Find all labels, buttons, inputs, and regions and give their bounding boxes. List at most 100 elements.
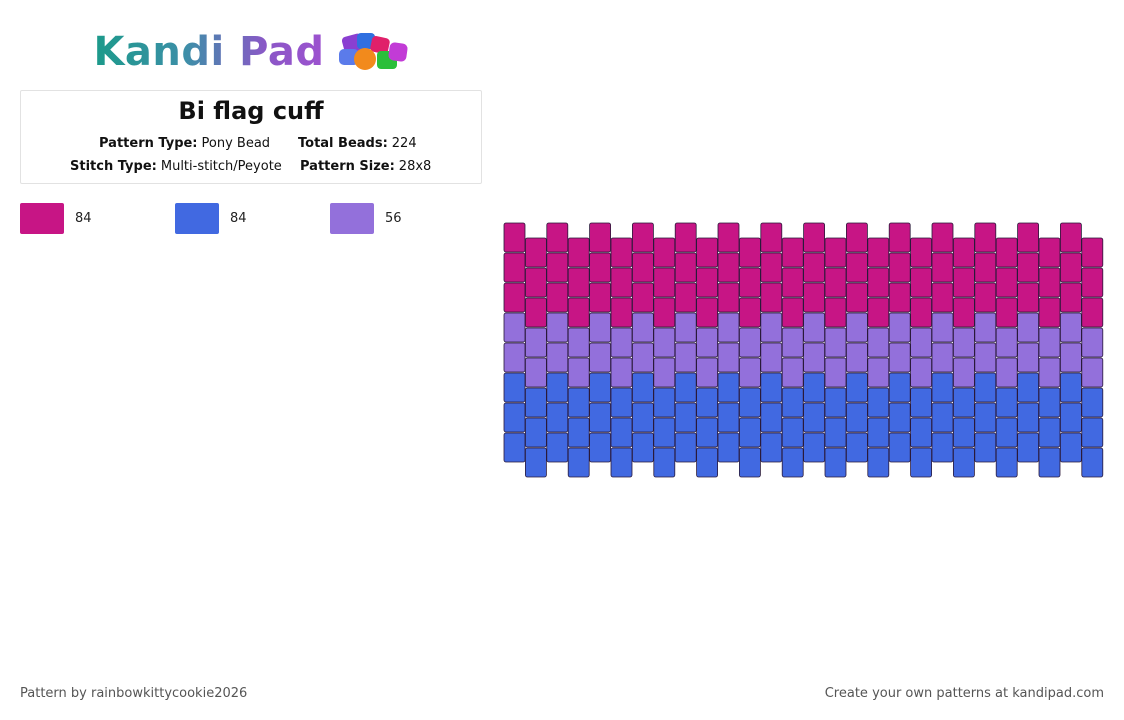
bead-blue <box>589 402 611 433</box>
bead-pink <box>846 282 868 313</box>
kandipad-promo-link[interactable]: Create your own patterns at kandipad.com <box>824 686 1104 701</box>
bead-cluster-icon <box>338 33 408 70</box>
bead-pink <box>525 297 547 328</box>
bead-pink <box>910 297 932 328</box>
pattern-size-label: Pattern Size: <box>300 159 395 174</box>
bead-pink <box>824 237 847 268</box>
bead-purple <box>696 327 718 358</box>
color-swatch-purple <box>330 203 374 234</box>
bead-pink <box>824 297 847 328</box>
bead-blue <box>846 432 868 463</box>
bead-blue <box>931 372 954 403</box>
bead-pink <box>974 252 997 283</box>
bead-blue <box>953 387 975 418</box>
bead-blue <box>653 387 676 418</box>
bead-purple <box>1081 357 1104 388</box>
bead-blue <box>867 387 890 418</box>
bead-purple <box>910 357 932 388</box>
bead-blue <box>888 432 911 463</box>
bead-purple <box>1038 357 1061 388</box>
bead-pink <box>974 282 997 313</box>
bead-blue <box>739 447 761 478</box>
bead-blue <box>567 417 590 448</box>
bead-blue <box>674 372 697 403</box>
bead-pink <box>674 252 697 283</box>
bead-blue <box>781 387 804 418</box>
bead-pink <box>803 282 825 313</box>
bead-purple <box>867 327 890 358</box>
bead-pink <box>653 267 676 298</box>
bead-pink <box>760 282 783 313</box>
bead-pink <box>589 282 611 313</box>
bead-purple <box>760 342 783 373</box>
bead-blue <box>824 417 847 448</box>
logo-text: Kandi Pad <box>93 29 325 75</box>
bead-pink <box>995 237 1018 268</box>
bead-pink <box>610 297 633 328</box>
bead-blue <box>632 372 654 403</box>
bead-blue <box>846 402 868 433</box>
pattern-title: Bi flag cuff <box>178 97 324 125</box>
bead-blue <box>717 402 740 433</box>
bead-blue <box>824 447 847 478</box>
bead-blue <box>503 402 526 433</box>
bead-pink <box>824 267 847 298</box>
bead-blue <box>567 387 590 418</box>
bead-purple <box>717 342 740 373</box>
bead-purple <box>739 327 761 358</box>
bead-pink <box>610 237 633 268</box>
bead-purple <box>739 357 761 388</box>
bead-blue <box>525 387 547 418</box>
bead-purple <box>974 342 997 373</box>
bead-purple <box>632 312 654 343</box>
bead-blue <box>717 432 740 463</box>
bead-pink <box>696 237 718 268</box>
pattern-author: Pattern by rainbowkittycookie2026 <box>20 686 248 701</box>
bead-purple <box>525 327 547 358</box>
bead-purple <box>1060 312 1082 343</box>
bead-pink <box>653 237 676 268</box>
bead-purple <box>546 312 569 343</box>
bead-pink <box>546 252 569 283</box>
bead-pink <box>632 252 654 283</box>
bead-blue <box>589 372 611 403</box>
bead-blue <box>653 417 676 448</box>
bead-pink <box>589 252 611 283</box>
bead-purple <box>589 312 611 343</box>
bead-pink <box>610 267 633 298</box>
bead-purple <box>653 357 676 388</box>
bead-purple <box>910 327 932 358</box>
bead-pink <box>867 297 890 328</box>
bead-blue <box>589 432 611 463</box>
bead-purple <box>525 357 547 388</box>
bead-blue <box>824 387 847 418</box>
bead-pink <box>931 252 954 283</box>
bead-pink <box>696 297 718 328</box>
bead-pink <box>1081 267 1104 298</box>
bead-purple <box>803 312 825 343</box>
bead-pink <box>674 222 697 253</box>
bead-blue <box>739 387 761 418</box>
bead-pink <box>888 282 911 313</box>
bead-purple <box>589 342 611 373</box>
bead-purple <box>995 327 1018 358</box>
bead-pink <box>546 222 569 253</box>
bead-blue <box>1038 417 1061 448</box>
bead-pink <box>717 282 740 313</box>
bead-purple <box>953 327 975 358</box>
bead-pink <box>503 252 526 283</box>
bead-blue <box>931 402 954 433</box>
bead-pink <box>910 237 932 268</box>
bead-blue <box>760 372 783 403</box>
pattern-size: Pattern Size: 28x8 <box>300 159 431 174</box>
bead-purple <box>888 312 911 343</box>
bead-blue <box>674 432 697 463</box>
bead-pink <box>653 297 676 328</box>
bead-blue <box>867 417 890 448</box>
bead-blue <box>567 447 590 478</box>
bead-pink <box>995 267 1018 298</box>
bead-count-purple: 56 <box>385 211 402 226</box>
bead-blue <box>1017 432 1039 463</box>
bead-purple <box>567 357 590 388</box>
